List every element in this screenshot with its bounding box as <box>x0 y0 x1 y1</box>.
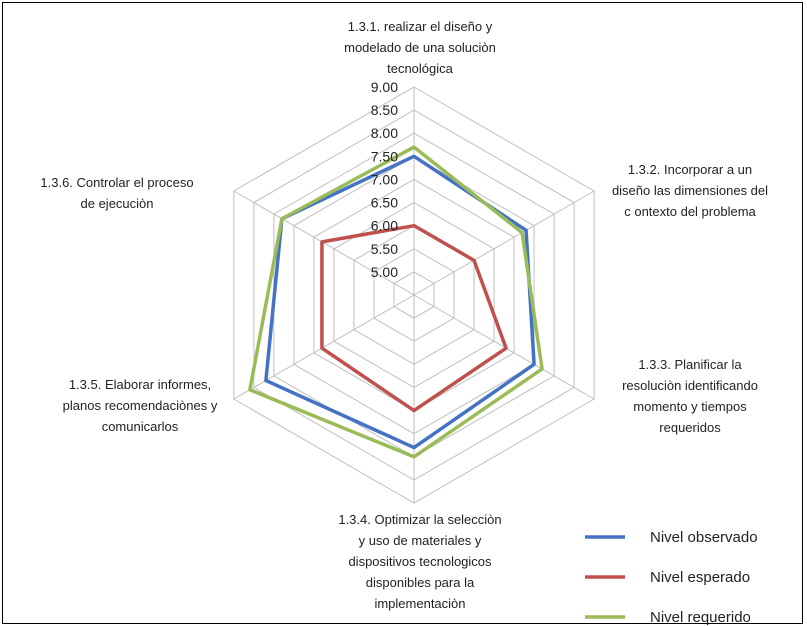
category-label-line: 1.3.3. Planificar la <box>638 357 742 372</box>
series-line <box>320 223 508 413</box>
grid-spoke <box>413 190 595 296</box>
category-label: 1.3.3. Planificar la resoluciòn identific… <box>622 357 758 435</box>
tick-label: 7.50 <box>371 148 398 164</box>
category-label-line: 1.3.2. Incorporar a un <box>628 162 752 177</box>
category-label-line: 1.3.1. realizar el diseño y <box>348 19 493 34</box>
category-label: 1.3.1. realizar el diseño y modelado de u… <box>344 19 496 76</box>
legend: Nivel observado Nivel esperado Nivel reque… <box>585 529 758 626</box>
category-label-line: disponibles para la <box>366 575 475 590</box>
category-label-line: implementaciòn <box>374 596 465 611</box>
category-label-line: diseño las dimensiones del <box>612 183 768 198</box>
legend-label: Nivel esperado <box>650 569 750 586</box>
category-label-line: y uso de materiales y <box>359 533 482 548</box>
radar-grid <box>233 86 595 504</box>
category-label: 1.3.4. Optimizar la selecciòn y uso de ma… <box>338 512 501 611</box>
category-label: 1.3.6. Controlar el proceso de ejecuciòn <box>40 175 193 211</box>
category-label-line: tecnológica <box>387 61 454 76</box>
tick-label: 6.50 <box>371 195 398 211</box>
category-label: 1.3.5. Elaborar informes, planos recomend… <box>63 377 218 434</box>
category-label-line: 1.3.5. Elaborar informes, <box>69 377 211 392</box>
category-label-line: requeridos <box>659 420 721 435</box>
series-line <box>248 145 544 459</box>
tick-label: 5.00 <box>371 264 398 280</box>
category-labels: 1.3.1. realizar el diseño y modelado de u… <box>40 19 768 611</box>
category-label-line: de ejecuciòn <box>81 196 154 211</box>
category-label-line: modelado de una soluciòn <box>344 40 496 55</box>
tick-label: 8.00 <box>371 125 398 141</box>
tick-label: 6.00 <box>371 218 398 234</box>
tick-label: 7.00 <box>371 171 398 187</box>
legend-label: Nivel requerido <box>650 609 751 626</box>
category-label-line: planos recomendaciònes y <box>63 398 218 413</box>
radar-series <box>248 145 544 459</box>
category-label-line: resoluciòn identificando <box>622 378 758 393</box>
category-label-line: 1.3.4. Optimizar la selecciòn <box>338 512 501 527</box>
category-label-line: c ontexto del problema <box>624 204 756 219</box>
tick-label: 9.00 <box>371 79 398 95</box>
grid-spoke <box>233 294 415 400</box>
legend-label: Nivel observado <box>650 529 758 546</box>
category-label-line: dispositivos tecnologicos <box>348 554 492 569</box>
category-label-line: momento y tiempos <box>633 399 747 414</box>
tick-label: 5.50 <box>371 241 398 257</box>
category-label-line: 1.3.6. Controlar el proceso <box>40 175 193 190</box>
radial-tick-labels: 5.00 5.50 6.00 6.50 7.00 7.50 8.00 8.50 9.00 <box>371 79 398 280</box>
tick-label: 8.50 <box>371 102 398 118</box>
category-label-line: comunicarlos <box>102 419 179 434</box>
category-label: 1.3.2. Incorporar a un diseño las dimensi… <box>612 162 768 219</box>
